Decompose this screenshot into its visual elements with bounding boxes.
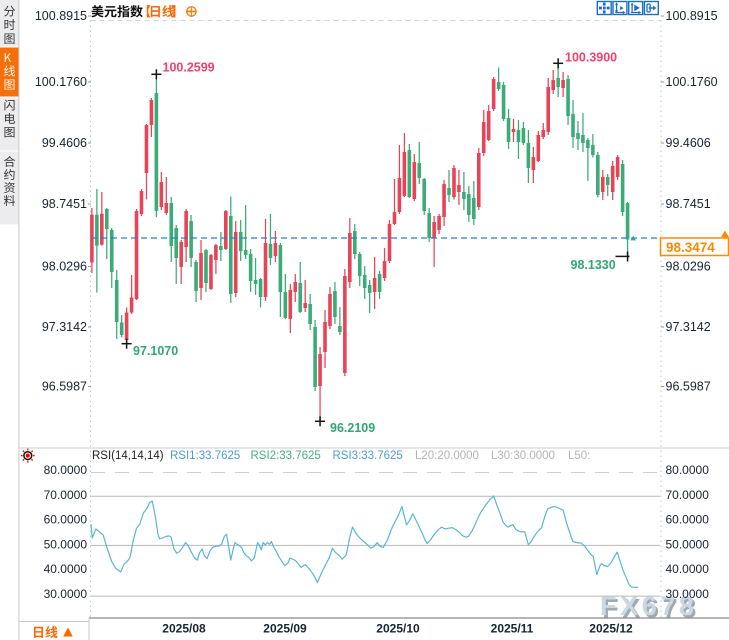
svg-text:30.0000: 30.0000 bbox=[44, 587, 88, 601]
svg-text:97.3142: 97.3142 bbox=[42, 320, 87, 334]
svg-text:70.0000: 70.0000 bbox=[666, 488, 710, 502]
svg-text:L50:: L50: bbox=[568, 450, 590, 462]
svg-text:98.0296: 98.0296 bbox=[666, 260, 711, 274]
svg-text:99.4606: 99.4606 bbox=[666, 136, 711, 150]
svg-text:40.0000: 40.0000 bbox=[666, 562, 710, 576]
svg-text:2025/09: 2025/09 bbox=[263, 622, 307, 636]
svg-text:L20:20.0000: L20:20.0000 bbox=[415, 450, 479, 462]
svg-text:96.5987: 96.5987 bbox=[666, 380, 711, 394]
svg-text:30.0000: 30.0000 bbox=[666, 587, 710, 601]
svg-text:98.3474: 98.3474 bbox=[666, 240, 715, 255]
svg-text:100.2599: 100.2599 bbox=[163, 61, 215, 75]
svg-text:60.0000: 60.0000 bbox=[666, 513, 710, 527]
svg-text:RSI2:33.7625: RSI2:33.7625 bbox=[251, 450, 321, 462]
svg-text:98.7451: 98.7451 bbox=[666, 197, 711, 211]
svg-text:100.3900: 100.3900 bbox=[565, 51, 617, 65]
svg-text:99.4606: 99.4606 bbox=[42, 136, 87, 150]
svg-text:100.1760: 100.1760 bbox=[35, 75, 87, 89]
svg-text:98.7451: 98.7451 bbox=[42, 197, 87, 211]
svg-text:RSI3:33.7625: RSI3:33.7625 bbox=[333, 450, 403, 462]
svg-text:100.1760: 100.1760 bbox=[666, 75, 718, 89]
svg-text:60.0000: 60.0000 bbox=[44, 513, 88, 527]
svg-text:100.8915: 100.8915 bbox=[666, 9, 718, 23]
svg-text:80.0000: 80.0000 bbox=[44, 463, 88, 477]
svg-text:2025/10: 2025/10 bbox=[376, 622, 420, 636]
svg-text:50.0000: 50.0000 bbox=[44, 537, 88, 551]
svg-text:40.0000: 40.0000 bbox=[44, 562, 88, 576]
svg-text:2025/11: 2025/11 bbox=[491, 622, 534, 636]
svg-text:98.0296: 98.0296 bbox=[42, 260, 87, 274]
svg-text:80.0000: 80.0000 bbox=[666, 463, 710, 477]
svg-text:70.0000: 70.0000 bbox=[44, 488, 88, 502]
svg-text:96.5987: 96.5987 bbox=[42, 380, 87, 394]
svg-text:50.0000: 50.0000 bbox=[666, 537, 710, 551]
svg-text:RSI1:33.7625: RSI1:33.7625 bbox=[170, 450, 240, 462]
svg-text:2025/08: 2025/08 bbox=[162, 622, 206, 636]
svg-text:L30:30.0000: L30:30.0000 bbox=[491, 450, 555, 462]
svg-text:97.1070: 97.1070 bbox=[133, 344, 178, 358]
svg-text:FX678: FX678 bbox=[600, 591, 698, 621]
svg-text:97.3142: 97.3142 bbox=[666, 320, 711, 334]
svg-text:RSI(14,14,14): RSI(14,14,14) bbox=[92, 450, 164, 462]
svg-text:2025/12: 2025/12 bbox=[589, 622, 633, 636]
svg-text:98.1330: 98.1330 bbox=[571, 258, 616, 272]
svg-text:100.8915: 100.8915 bbox=[35, 9, 87, 23]
svg-text:96.2109: 96.2109 bbox=[330, 421, 375, 435]
